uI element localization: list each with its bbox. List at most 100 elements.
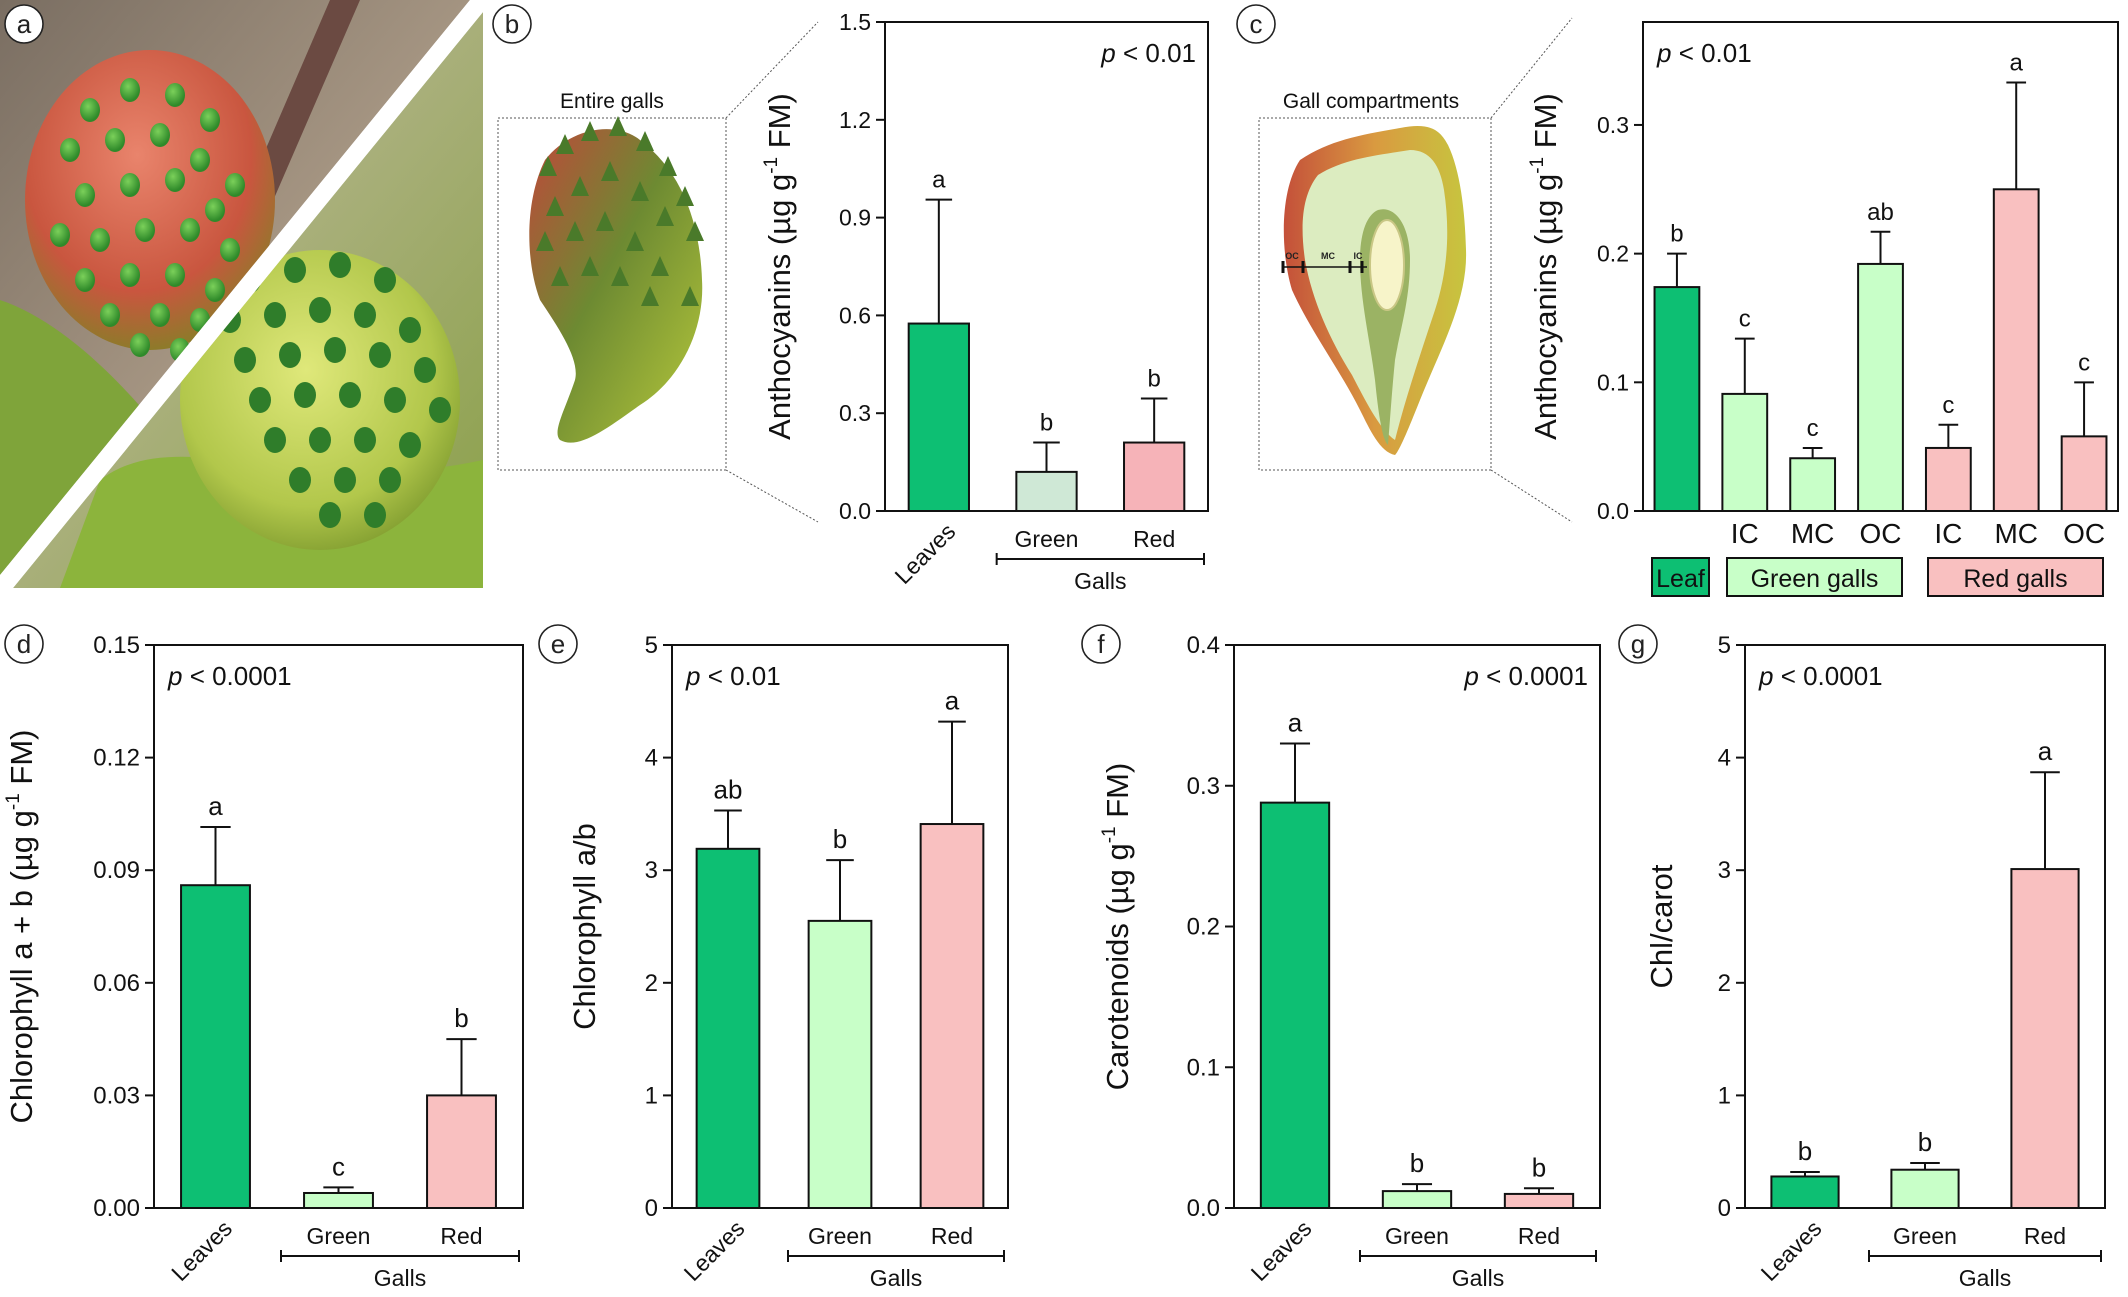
- gall-protrusion: [165, 168, 185, 192]
- gall-protrusion: [150, 303, 170, 327]
- gall-protrusion: [220, 238, 240, 262]
- x-tick-label: Red: [440, 1223, 482, 1249]
- y-tick-label: 1: [1718, 1082, 1731, 1109]
- y-tick-label: 0.3: [1597, 112, 1629, 138]
- bar: [1789, 457, 1837, 512]
- significance-letter: c: [1739, 306, 1751, 333]
- panel-d-badge: [4, 624, 44, 664]
- significance-letter: b: [1670, 221, 1683, 248]
- chart-c: 0.0 0.1 0.2 0.3 Anthocyanins (µg g-1 FM) p < …: [1527, 21, 2119, 597]
- p-value-symbol: p: [685, 661, 700, 691]
- group-box: [1927, 557, 2104, 597]
- x-tick-label: OC: [2063, 518, 2105, 549]
- y-tick-label: 1.2: [839, 107, 871, 133]
- gall-spike: [601, 161, 619, 181]
- gall-spike: [581, 121, 599, 141]
- x-tick-label: Red: [931, 1223, 973, 1249]
- y-axis-label-main: Chlorophyll a/b: [567, 823, 602, 1030]
- entire-galls-frame: [497, 117, 727, 471]
- gall-spike: [571, 176, 589, 196]
- x-tick-label: MC: [1791, 518, 1835, 549]
- y-axis-label-main: Chl/carot: [1644, 864, 1679, 988]
- panel-d-letter: d: [17, 629, 31, 659]
- gall-protrusion: [319, 502, 341, 528]
- y-tick-label: 0.6: [839, 302, 871, 328]
- panel-b-badge: [492, 4, 532, 44]
- zoom-line-bottom: [725, 469, 819, 523]
- gall-spike: [611, 266, 629, 286]
- y-tick-label: 0.2: [1187, 914, 1220, 941]
- significance-letter: b: [454, 1003, 468, 1033]
- bar: [807, 919, 873, 1209]
- panel-c-badge: [1236, 4, 1276, 44]
- significance-letter: b: [1410, 1148, 1424, 1178]
- gall-protrusion: [60, 138, 80, 162]
- gall-protrusion: [324, 337, 346, 363]
- significance-letter: c: [1807, 415, 1819, 442]
- gall-protrusion: [399, 432, 421, 458]
- gall-protrusion: [414, 357, 436, 383]
- y-axis-label-main: Chlorophyll a + b (µg g: [4, 810, 39, 1123]
- significance-letter: b: [1918, 1127, 1932, 1157]
- y-axis-label: Chlorophyll a/b: [567, 823, 602, 1030]
- p-value-text: < 0.01: [700, 661, 780, 691]
- panel-f-badge: [1081, 624, 1121, 664]
- entire-gall-drawing: [529, 116, 704, 443]
- bar: [303, 1191, 374, 1210]
- bar: [1890, 1168, 1960, 1209]
- y-tick-label: 0.3: [1187, 773, 1220, 800]
- gall-protrusion: [369, 342, 391, 368]
- bar: [1924, 446, 1972, 512]
- y-axis-label: Chl/carot: [1644, 864, 1679, 988]
- gall-protrusion: [180, 218, 200, 242]
- y-axis-label-main: Anthocyanins (µg g: [1528, 174, 1563, 440]
- panel-a-photo: [0, 0, 483, 588]
- y-axis-label-end: FM): [762, 93, 797, 157]
- gall-spike: [626, 231, 644, 251]
- compartments-frame: [1258, 117, 1492, 471]
- significance-letter: c: [332, 1151, 345, 1181]
- gall-protrusion: [249, 387, 271, 413]
- y-axis-label-main: Anthocyanins (µg g: [762, 174, 797, 440]
- gall-protrusion: [150, 123, 170, 147]
- y-tick-label: 0.09: [93, 857, 140, 884]
- panel-a-letter: a: [17, 9, 32, 39]
- bar: [919, 823, 985, 1209]
- bar: [1992, 188, 2040, 513]
- oc-label: OC: [1285, 251, 1299, 261]
- x-tick-label: Red: [2024, 1223, 2066, 1249]
- gall-spike: [581, 256, 599, 276]
- y-tick-label: 2: [1718, 970, 1731, 997]
- gall-spike: [546, 196, 564, 216]
- p-value-symbol: p: [1100, 38, 1115, 68]
- group-label: Leaf: [1656, 565, 1705, 593]
- group-box: [1651, 557, 1710, 597]
- p-value-symbol: p: [1758, 661, 1773, 691]
- gall-protrusion: [384, 387, 406, 413]
- x-tick-label: Green: [808, 1223, 872, 1249]
- y-tick-label: 0.0: [839, 498, 871, 524]
- significance-letter: b: [1040, 410, 1053, 437]
- gall-protrusion: [120, 78, 140, 102]
- panel-e-letter: e: [551, 629, 565, 659]
- x-tick-label: Green: [1893, 1223, 1957, 1249]
- gall-protrusion: [50, 223, 70, 247]
- significance-letter: ab: [1867, 199, 1894, 226]
- gall-spike: [596, 211, 614, 231]
- x-tick-label: Red: [1133, 526, 1175, 552]
- gall-protrusion: [284, 257, 306, 283]
- bar: [1259, 801, 1331, 1209]
- gall-protrusion: [279, 342, 301, 368]
- y-tick-label: 0.12: [93, 745, 140, 772]
- y-axis-label: Anthocyanins (µg g-1 FM): [761, 93, 797, 440]
- group-label: Galls: [1452, 1265, 1504, 1291]
- bar: [426, 1094, 497, 1210]
- gall-protrusion: [80, 98, 100, 122]
- group-label: Galls: [1959, 1265, 2011, 1291]
- gall-protrusion: [75, 268, 95, 292]
- p-value-text: < 0.0001: [1773, 661, 1882, 691]
- gall-protrusion: [205, 278, 225, 302]
- bar: [1857, 262, 1904, 513]
- gall-spike: [539, 156, 557, 176]
- bar: [180, 884, 251, 1209]
